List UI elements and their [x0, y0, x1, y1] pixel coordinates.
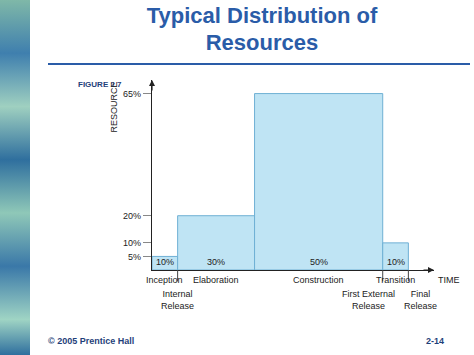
svg-text:Transition: Transition — [376, 275, 415, 285]
svg-text:10%: 10% — [123, 238, 141, 248]
svg-text:TIME: TIME — [438, 275, 460, 285]
svg-text:10%: 10% — [156, 257, 174, 267]
svg-text:Construction: Construction — [293, 275, 344, 285]
svg-text:10%: 10% — [387, 257, 405, 267]
svg-text:Elaboration: Elaboration — [193, 275, 239, 285]
html-text:2-14: 2-14 — [426, 336, 444, 346]
html-text:Typical Distribution of Resour: Typical Distribution of Resources — [146, 3, 378, 55]
svg-text:First ExternalRelease: First ExternalRelease — [342, 289, 395, 311]
html-text:FIGURE 2.7: FIGURE 2.7 — [78, 80, 122, 89]
svg-text:5%: 5% — [128, 252, 141, 262]
svg-text:InternalRelease: InternalRelease — [161, 289, 194, 311]
svg-text:50%: 50% — [310, 257, 328, 267]
html-text:© 2005 Prentice Hall: © 2005 Prentice Hall — [48, 336, 135, 346]
svg-text:Inception: Inception — [146, 275, 183, 285]
svg-text:65%: 65% — [123, 89, 141, 99]
svg-text:20%: 20% — [123, 211, 141, 221]
svg-text:30%: 30% — [207, 257, 225, 267]
svg-text:FinalRelease: FinalRelease — [404, 289, 437, 311]
svg-text:RESOURCE: RESOURCE — [109, 81, 119, 132]
